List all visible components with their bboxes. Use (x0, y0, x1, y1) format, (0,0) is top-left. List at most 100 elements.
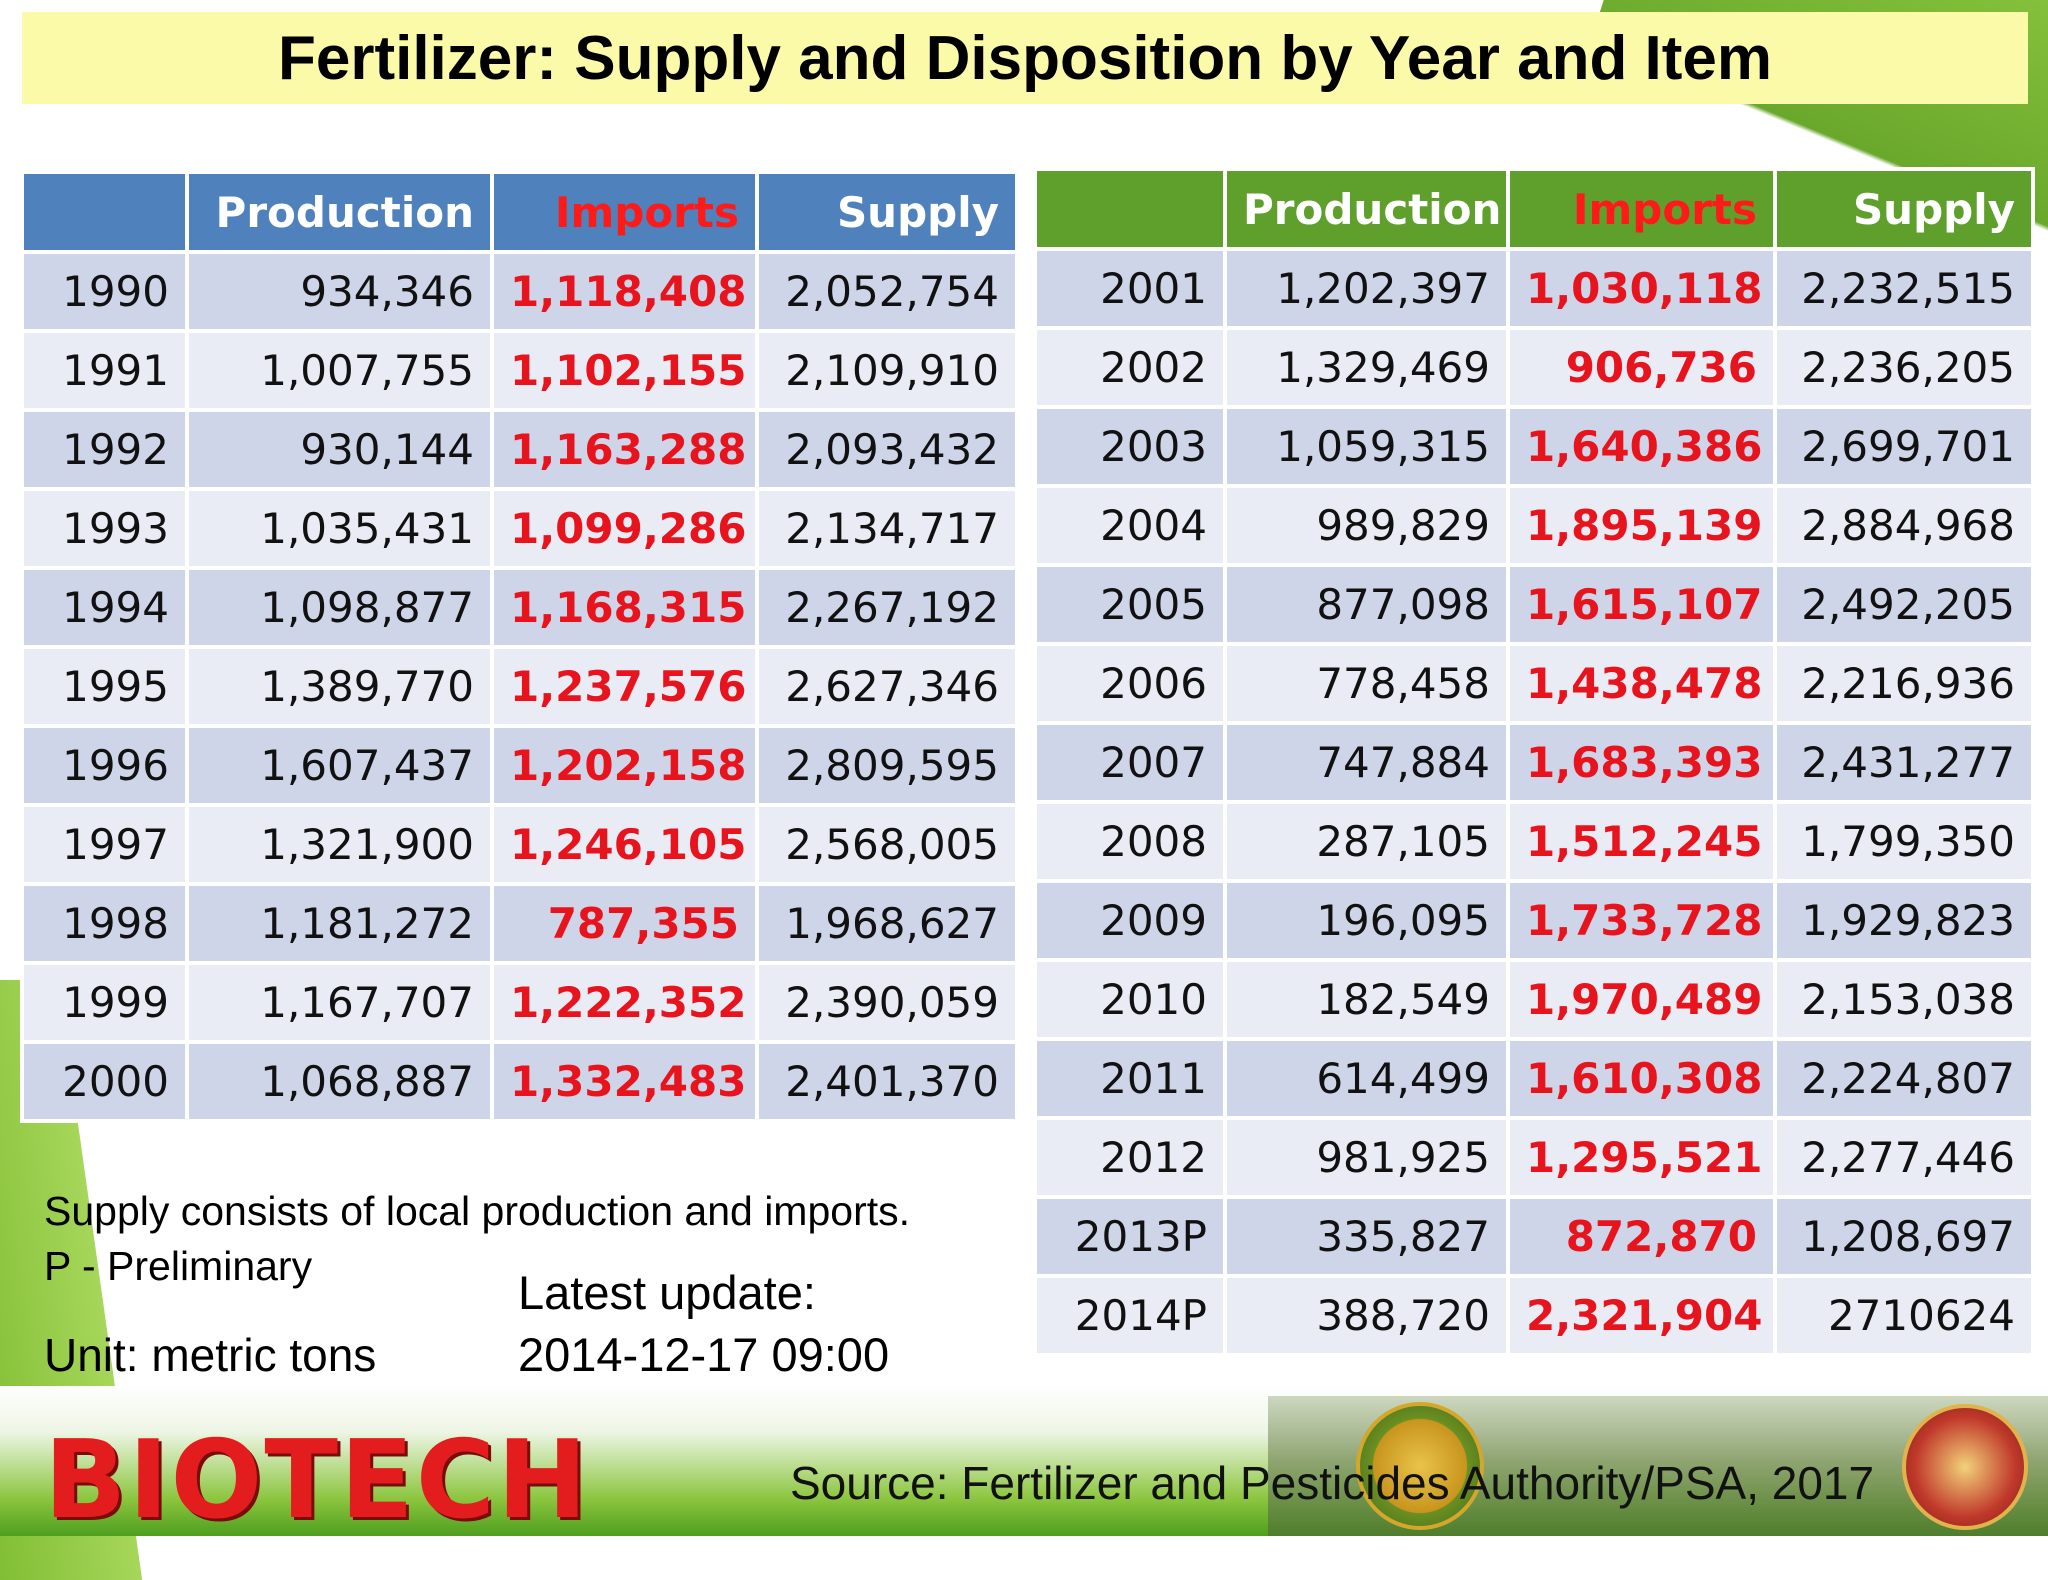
cell-supply: 2,401,370 (755, 1040, 1019, 1123)
university-seal-icon (1902, 1404, 2028, 1530)
cell-supply: 2,809,595 (755, 724, 1019, 807)
cell-imports: 1,610,308 (1506, 1037, 1777, 1120)
cell-year: 2006 (1033, 642, 1227, 725)
table-1990-2000: Production Imports Supply 1990 934,346 1,1… (20, 170, 1019, 1123)
cell-supply: 2,224,807 (1773, 1037, 2035, 1120)
header-supply: Supply (1773, 167, 2035, 251)
latest-update: Latest update: 2014-12-17 09:00 (518, 1262, 889, 1386)
table-row: 2004 989,829 1,895,139 2,884,968 (1033, 484, 2035, 567)
cell-year: 1998 (20, 882, 189, 965)
page-title: Fertilizer: Supply and Disposition by Ye… (22, 12, 2028, 104)
cell-year: 2005 (1033, 563, 1227, 646)
latest-update-label: Latest update: (518, 1266, 816, 1319)
cell-year: 2013P (1033, 1195, 1227, 1278)
cell-production: 1,068,887 (185, 1040, 494, 1123)
cell-production: 1,181,272 (185, 882, 494, 965)
cell-imports: 1,615,107 (1506, 563, 1777, 646)
cell-production: 1,202,397 (1223, 247, 1510, 330)
cell-supply: 2,267,192 (755, 566, 1019, 649)
latest-update-value: 2014-12-17 09:00 (518, 1328, 890, 1381)
cell-production: 981,925 (1223, 1116, 1510, 1199)
cell-production: 1,389,770 (185, 645, 494, 728)
cell-production: 1,607,437 (185, 724, 494, 807)
table-row: 2008 287,105 1,512,245 1,799,350 (1033, 800, 2035, 883)
table-row: 2014P 388,720 2,321,904 2710624 (1033, 1274, 2035, 1357)
cell-supply: 2,052,754 (755, 250, 1019, 333)
cell-supply: 2,390,059 (755, 961, 1019, 1044)
cell-supply: 2,216,936 (1773, 642, 2035, 725)
cell-year: 2009 (1033, 879, 1227, 962)
header-year (1033, 167, 1227, 251)
cell-imports: 1,970,489 (1506, 958, 1777, 1041)
cell-supply: 2,236,205 (1773, 326, 2035, 409)
cell-production: 196,095 (1223, 879, 1510, 962)
cell-production: 287,105 (1223, 800, 1510, 883)
table-row: 2010 182,549 1,970,489 2,153,038 (1033, 958, 2035, 1041)
table-row: 2013P 335,827 872,870 1,208,697 (1033, 1195, 2035, 1278)
cell-imports: 1,332,483 (490, 1040, 759, 1123)
cell-imports: 1,640,386 (1506, 405, 1777, 488)
table-row: 1991 1,007,755 1,102,155 2,109,910 (20, 329, 1019, 412)
cell-supply: 2,492,205 (1773, 563, 2035, 646)
cell-year: 2002 (1033, 326, 1227, 409)
cell-imports: 1,222,352 (490, 961, 759, 1044)
cell-supply: 2,627,346 (755, 645, 1019, 728)
cell-year: 2012 (1033, 1116, 1227, 1199)
table-row: 2009 196,095 1,733,728 1,929,823 (1033, 879, 2035, 962)
cell-supply: 1,208,697 (1773, 1195, 2035, 1278)
cell-production: 614,499 (1223, 1037, 1510, 1120)
table-row: 2001 1,202,397 1,030,118 2,232,515 (1033, 247, 2035, 330)
cell-supply: 2,431,277 (1773, 721, 2035, 804)
cell-supply: 2,568,005 (755, 803, 1019, 886)
cell-year: 2014P (1033, 1274, 1227, 1357)
cell-supply: 2,884,968 (1773, 484, 2035, 567)
cell-imports: 1,895,139 (1506, 484, 1777, 567)
cell-year: 1994 (20, 566, 189, 649)
cell-supply: 2,232,515 (1773, 247, 2035, 330)
supply-note: Supply consists of local production and … (44, 1188, 911, 1234)
cell-imports: 1,438,478 (1506, 642, 1777, 725)
cell-production: 1,329,469 (1223, 326, 1510, 409)
table-row: 2007 747,884 1,683,393 2,431,277 (1033, 721, 2035, 804)
cell-year: 1999 (20, 961, 189, 1044)
cell-imports: 1,163,288 (490, 408, 759, 491)
cell-production: 877,098 (1223, 563, 1510, 646)
biotech-logo: BIOTECH (44, 1418, 590, 1543)
cell-production: 1,059,315 (1223, 405, 1510, 488)
header-imports: Imports (490, 170, 759, 254)
cell-year: 1992 (20, 408, 189, 491)
cell-supply: 2,093,432 (755, 408, 1019, 491)
institute-seal-icon (1356, 1402, 1484, 1530)
cell-production: 989,829 (1223, 484, 1510, 567)
table-row: 1998 1,181,272 787,355 1,968,627 (20, 882, 1019, 965)
table-row: 2005 877,098 1,615,107 2,492,205 (1033, 563, 2035, 646)
cell-production: 182,549 (1223, 958, 1510, 1041)
table-row: 1994 1,098,877 1,168,315 2,267,192 (20, 566, 1019, 649)
cell-imports: 906,736 (1506, 326, 1777, 409)
cell-year: 1991 (20, 329, 189, 412)
cell-year: 1993 (20, 487, 189, 570)
cell-production: 778,458 (1223, 642, 1510, 725)
cell-imports: 1,099,286 (490, 487, 759, 570)
cell-production: 930,144 (185, 408, 494, 491)
cell-production: 747,884 (1223, 721, 1510, 804)
cell-imports: 872,870 (1506, 1195, 1777, 1278)
table-row: 2003 1,059,315 1,640,386 2,699,701 (1033, 405, 2035, 488)
cell-supply: 2,109,910 (755, 329, 1019, 412)
cell-imports: 1,168,315 (490, 566, 759, 649)
table-row: 1992 930,144 1,163,288 2,093,432 (20, 408, 1019, 491)
table-row: 2002 1,329,469 906,736 2,236,205 (1033, 326, 2035, 409)
cell-imports: 1,030,118 (1506, 247, 1777, 330)
table-row: 2011 614,499 1,610,308 2,224,807 (1033, 1037, 2035, 1120)
cell-year: 2007 (1033, 721, 1227, 804)
table-row: 2006 778,458 1,438,478 2,216,936 (1033, 642, 2035, 725)
cell-supply: 1,799,350 (1773, 800, 2035, 883)
cell-supply: 1,929,823 (1773, 879, 2035, 962)
cell-imports: 1,118,408 (490, 250, 759, 333)
header-production: Production (1223, 167, 1510, 251)
cell-production: 1,167,707 (185, 961, 494, 1044)
cell-imports: 1,512,245 (1506, 800, 1777, 883)
cell-year: 1997 (20, 803, 189, 886)
cell-year: 2003 (1033, 405, 1227, 488)
cell-production: 1,035,431 (185, 487, 494, 570)
